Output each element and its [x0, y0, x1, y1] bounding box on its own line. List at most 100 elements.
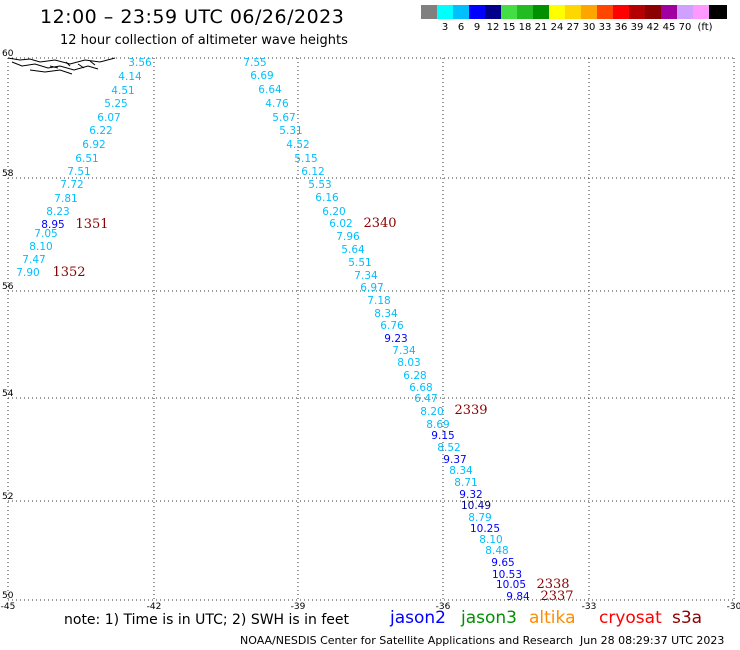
swh-value: 3.56 — [128, 57, 152, 69]
scale-swatch — [645, 5, 663, 19]
mission-jason3: jason3 — [461, 608, 517, 628]
map-subtitle: 12 hour collection of altimeter wave hei… — [60, 33, 348, 48]
swh-value: 10.05 — [496, 579, 526, 591]
swh-value: 5.15 — [294, 153, 317, 165]
swh-value: 5.67 — [272, 112, 295, 124]
scale-swatch — [501, 5, 519, 19]
swh-value: 5.31 — [279, 125, 302, 137]
swh-value: 8.23 — [46, 206, 69, 218]
scale-swatch — [661, 5, 679, 19]
swh-value: 8.34 — [449, 465, 473, 477]
swh-value: 6.07 — [97, 112, 120, 124]
scale-swatch — [421, 5, 439, 19]
swh-value: 8.03 — [397, 357, 420, 369]
swh-value: 7.90 — [16, 267, 39, 279]
scale-swatch — [453, 5, 471, 19]
swh-value: 6.22 — [89, 125, 112, 137]
swh-value: 4.52 — [286, 139, 309, 151]
swh-value: 8.20 — [420, 406, 443, 418]
swh-value: 9.32 — [459, 489, 482, 501]
swh-value: 4.76 — [265, 98, 289, 110]
axis-labels: 60 58 56 54 52 50-45 -42 -39 -36 -33 -30 — [1, 49, 740, 612]
mission-s3a: s3a — [672, 608, 703, 628]
scale-label: 24 — [550, 22, 564, 33]
scale-swatch — [549, 5, 567, 19]
lat-label: 54 — [2, 389, 14, 399]
swh-value: 6.68 — [409, 382, 432, 394]
scale-swatch — [485, 5, 503, 19]
scale-swatch — [709, 5, 727, 19]
lat-label: 60 — [2, 49, 14, 59]
time-label: 2338 — [536, 577, 569, 592]
scale-label: 45 — [662, 22, 676, 33]
swh-value: 7.34 — [392, 345, 416, 357]
track-left: 3.56 4.14 4.515.25 6.076.22 6.92 6.517.517.72… — [16, 57, 152, 279]
scale-label: 21 — [534, 22, 548, 33]
swh-value: 5.51 — [348, 257, 371, 269]
swh-value: 7.18 — [367, 295, 390, 307]
scale-swatch — [677, 5, 695, 19]
swh-value: 5.25 — [104, 98, 127, 110]
lat-label: 58 — [2, 169, 14, 179]
scale-label: 36 — [614, 22, 628, 33]
scale-swatch — [629, 5, 647, 19]
swh-value: 5.64 — [341, 244, 365, 256]
scale-label: 39 — [630, 22, 644, 33]
lon-label: -39 — [291, 602, 306, 612]
swh-value: 7.55 — [243, 57, 266, 69]
swh-value: 7.72 — [60, 179, 83, 191]
time-label: 2339 — [454, 403, 487, 418]
swh-value: 10.53 — [492, 569, 522, 581]
lat-lon-grid — [7, 57, 735, 601]
lat-label: 50 — [2, 591, 14, 601]
swh-value: 6.69 — [250, 70, 273, 82]
time-label: 2337 — [540, 589, 573, 604]
swh-value: 6.51 — [75, 153, 98, 165]
scale-swatch — [517, 5, 535, 19]
swh-value: 9.23 — [384, 333, 407, 345]
time-label: 2340 — [363, 216, 396, 231]
scale-label: 70 — [678, 22, 692, 33]
mission-cryosat: cryosat — [599, 608, 662, 628]
scale-label: 27 — [566, 22, 580, 33]
swh-value: 6.28 — [403, 370, 426, 382]
swh-value: 4.14 — [118, 71, 142, 83]
swh-value: 10.25 — [470, 523, 500, 535]
scale-label: 12 — [486, 22, 500, 33]
lon-label: -33 — [582, 602, 597, 612]
swh-value: 4.51 — [111, 85, 134, 97]
swh-value: 8.48 — [485, 545, 508, 557]
time-label: 1352 — [52, 265, 85, 280]
swh-value: 9.15 — [431, 430, 454, 442]
swh-value: 6.20 — [322, 206, 345, 218]
lon-label: -36 — [436, 602, 451, 612]
swh-value: 8.34 — [374, 308, 398, 320]
swh-value: 8.71 — [454, 477, 477, 489]
track-mid: 7.556.69 6.64 4.76 5.675.31 4.52 5.156.125.53… — [243, 57, 530, 603]
swh-value: 8.95 — [41, 219, 64, 231]
scale-swatch — [469, 5, 487, 19]
swh-value: 10.49 — [461, 500, 491, 512]
scale-swatch — [581, 5, 599, 19]
scale-swatch — [565, 5, 583, 19]
swh-value: 6.92 — [82, 139, 105, 151]
scale-swatch — [437, 5, 455, 19]
scale-label: 15 — [502, 22, 516, 33]
swh-value: 9.37 — [443, 454, 466, 466]
greenland-coastline — [7, 57, 116, 75]
swh-value: 7.96 — [336, 231, 360, 243]
swh-value: 8.10 — [29, 241, 52, 253]
swh-value: 6.12 — [301, 166, 324, 178]
swh-value: 6.47 — [414, 393, 437, 405]
lat-label: 56 — [2, 282, 14, 292]
scale-label: 18 — [518, 22, 532, 33]
credit-line: NOAA/NESDIS Center for Satellite Applica… — [240, 634, 574, 647]
swh-value: 7.51 — [67, 166, 90, 178]
scale-label: (ft) — [697, 22, 713, 33]
swh-value: 8.79 — [468, 512, 491, 524]
scale-label: 33 — [598, 22, 612, 33]
swh-value: 8.52 — [437, 442, 460, 454]
mission-altika: altika — [529, 608, 576, 628]
scale-label: 3 — [441, 22, 449, 33]
lon-label: -30 — [727, 602, 740, 612]
